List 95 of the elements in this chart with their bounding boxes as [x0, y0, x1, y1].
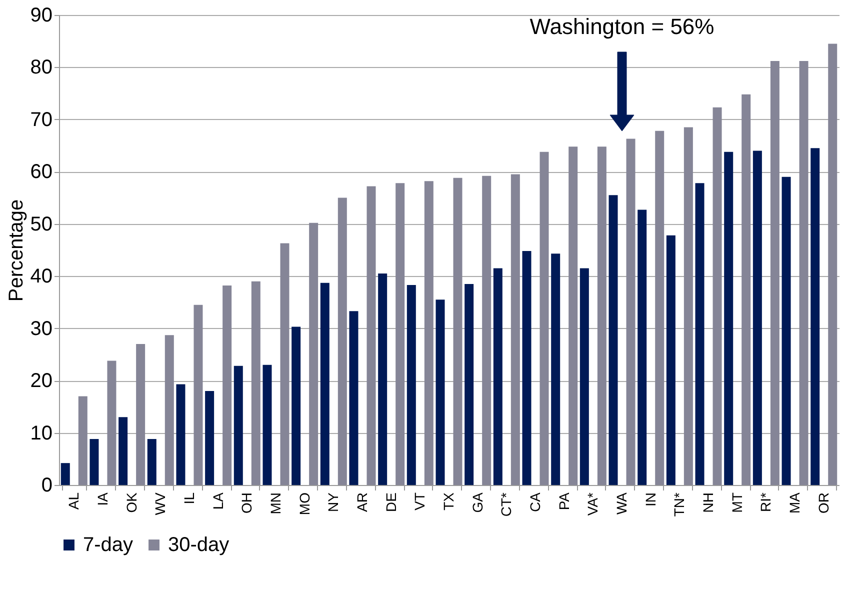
x-tick-label: GA [469, 492, 486, 513]
legend-label: 7-day [83, 534, 134, 556]
x-tick-label: OH [238, 492, 255, 514]
bar [638, 210, 647, 485]
y-axis-title: Percentage [5, 199, 28, 302]
bar [724, 152, 734, 485]
x-tick-label: WA [614, 492, 630, 515]
bar [396, 183, 405, 485]
bar [608, 195, 618, 485]
x-tick-label: RI* [758, 492, 774, 512]
bar [349, 311, 358, 485]
x-tick-label: OK [123, 492, 140, 513]
bar [320, 282, 330, 485]
x-tick-label: TX [440, 492, 456, 510]
x-tick-label: AR [354, 492, 370, 512]
bar [251, 281, 260, 485]
y-tick-label: 90 [30, 4, 52, 26]
bar [770, 60, 780, 485]
bar [580, 268, 589, 485]
x-tick-label: NH [700, 492, 716, 513]
bar [522, 251, 532, 485]
x-tick-label: VT [412, 492, 428, 510]
y-tick-label: 20 [30, 370, 52, 392]
bar [453, 178, 462, 485]
bar [655, 130, 664, 485]
bar [828, 44, 838, 485]
y-tick-label: 80 [30, 56, 52, 79]
bar [366, 186, 376, 485]
y-tick-label: 50 [30, 213, 52, 236]
bar [540, 152, 549, 485]
bar [136, 344, 146, 485]
bar [799, 60, 808, 485]
bar [205, 391, 214, 485]
x-tick-label: MN [267, 492, 284, 514]
x-tick-label: OR [815, 492, 832, 514]
bar [684, 127, 693, 485]
bar [597, 146, 606, 485]
x-tick-label: TN* [671, 492, 688, 517]
bar [568, 146, 578, 485]
bar [309, 222, 318, 485]
bar [482, 176, 492, 485]
x-tick-label: VA* [584, 492, 601, 516]
bar [118, 417, 128, 485]
x-tick-label: AL [66, 492, 82, 510]
bar [464, 284, 474, 485]
bar [234, 366, 243, 485]
annotation: Washington = 56% [530, 14, 714, 39]
bar [626, 138, 636, 485]
y-tick-label: 10 [30, 422, 52, 444]
x-tick-label: WV [152, 492, 168, 516]
bar [292, 326, 301, 485]
bar [666, 235, 676, 485]
bar [424, 181, 434, 485]
x-tick-label: MA [786, 492, 803, 514]
x-tick-label: IN [642, 492, 658, 506]
bar [510, 174, 520, 485]
bar [262, 364, 272, 485]
bar [107, 360, 116, 485]
bar [742, 94, 751, 485]
x-tick-label: DE [382, 492, 399, 512]
x-tick-label: NY [325, 492, 342, 512]
x-tick-label: IA [94, 492, 110, 506]
bar [164, 335, 174, 485]
bar [782, 176, 791, 485]
bar [90, 439, 99, 485]
bar [695, 183, 704, 485]
bar [60, 463, 70, 485]
bar [194, 304, 203, 485]
x-tick-label: CT* [498, 492, 514, 517]
bar [436, 300, 445, 485]
y-tick-label: 40 [30, 266, 52, 288]
bar [147, 439, 156, 485]
bar [176, 384, 186, 485]
bar [406, 284, 416, 485]
bar [493, 268, 502, 485]
legend-label: 30-day [168, 534, 230, 556]
x-tick-label: CA [527, 492, 544, 512]
bar [222, 286, 232, 485]
bar [810, 148, 820, 485]
bar [338, 198, 347, 485]
x-tick-label: IL [180, 492, 197, 504]
bar [712, 107, 722, 485]
y-tick-label: 30 [30, 318, 52, 340]
bar [378, 274, 388, 485]
bar [752, 150, 762, 485]
bar [551, 254, 560, 485]
y-tick-label: 70 [30, 108, 52, 131]
bar [280, 243, 290, 485]
x-tick-label: PA [556, 492, 572, 510]
x-tick-label: LA [210, 492, 226, 510]
y-tick-label: 0 [41, 474, 52, 496]
y-tick-label: 60 [30, 161, 52, 184]
bar [78, 396, 88, 485]
x-tick-label: MT [728, 492, 745, 513]
x-tick-label: MO [296, 492, 312, 516]
